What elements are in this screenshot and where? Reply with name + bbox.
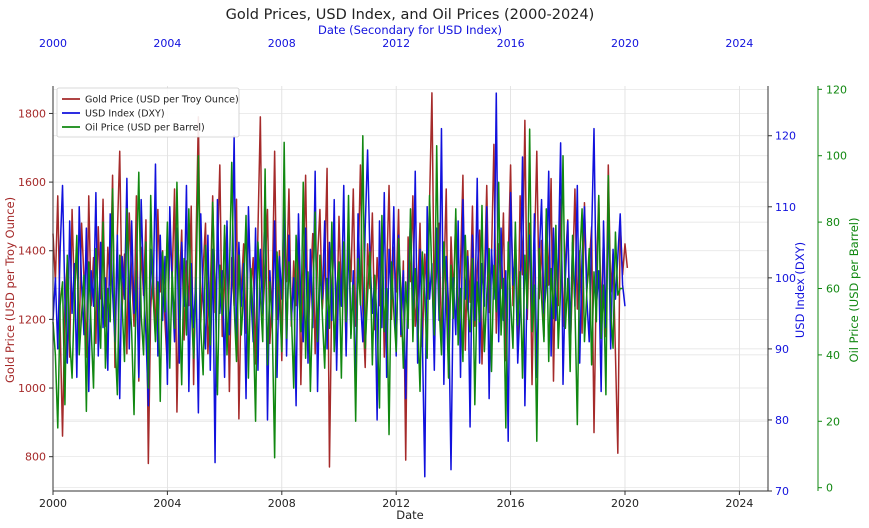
x2-tick-label-2016: 2016 <box>497 37 525 50</box>
usd-tick-label-80: 80 <box>775 414 789 427</box>
oil-tick-label-0: 0 <box>826 482 833 495</box>
usd-tick-label-90: 90 <box>775 343 789 356</box>
gold-tick-label-1000: 1000 <box>18 382 46 395</box>
chart-title: Gold Prices, USD Index, and Oil Prices (… <box>226 7 595 23</box>
usd-tick-label-110: 110 <box>775 201 796 214</box>
legend-label-oil: Oil Price (USD per Barrel) <box>85 123 205 134</box>
gold-tick-label-1800: 1800 <box>18 107 46 120</box>
x-tick-label-2024: 2024 <box>725 497 753 510</box>
legend: Gold Price (USD per Troy Ounce) USD Inde… <box>56 87 240 138</box>
oil-tick-label-120: 120 <box>826 83 847 96</box>
x-tick-label-2000: 2000 <box>39 497 67 510</box>
legend-label-usd: USD Index (DXY) <box>85 109 165 120</box>
gold-tick-label-800: 800 <box>25 451 46 464</box>
usd-tick-label-70: 70 <box>775 485 789 498</box>
oil-tick-label-100: 100 <box>826 150 847 163</box>
series-layer <box>52 92 629 478</box>
series-line-oil <box>52 128 623 459</box>
gold-tick-label-1200: 1200 <box>18 313 46 326</box>
gold-tick-label-1400: 1400 <box>18 245 46 258</box>
x2-tick-label-2020: 2020 <box>611 37 639 50</box>
oil-tick-label-60: 60 <box>826 283 840 296</box>
gold-tick-label-1600: 1600 <box>18 176 46 189</box>
x2-tick-label-2024: 2024 <box>725 37 753 50</box>
usd-tick-label-100: 100 <box>775 272 796 285</box>
x-axis-title: Date <box>396 508 424 522</box>
oil-axis-title: Oil Price (USD per Barrel) <box>847 218 861 363</box>
x-tick-label-2004: 2004 <box>153 497 181 510</box>
legend-label-gold: Gold Price (USD per Troy Ounce) <box>85 95 239 106</box>
gold-axis-title: Gold Price (USD per Troy Ounce) <box>3 197 17 383</box>
x2-tick-label-2012: 2012 <box>382 37 410 50</box>
usd-tick-label-120: 120 <box>775 130 796 143</box>
x-tick-label-2020: 2020 <box>611 497 639 510</box>
x2-tick-label-2004: 2004 <box>153 37 181 50</box>
x-tick-label-2008: 2008 <box>268 497 296 510</box>
x-tick-label-2012: 2012 <box>382 497 410 510</box>
secondary-x-axis-title: Date (Secondary for USD Index) <box>318 23 502 37</box>
oil-tick-label-80: 80 <box>826 216 840 229</box>
legend-box <box>56 87 240 138</box>
x2-tick-label-2000: 2000 <box>39 37 67 50</box>
oil-tick-label-20: 20 <box>826 415 840 428</box>
oil-tick-label-40: 40 <box>826 349 840 362</box>
x2-tick-label-2008: 2008 <box>268 37 296 50</box>
axes-layer: 2000200020042004200820082012201220162016… <box>18 37 847 510</box>
usd-axis-title: USD Index (DXY) <box>793 242 807 338</box>
series-line-gold <box>52 92 629 468</box>
x-tick-label-2016: 2016 <box>497 497 525 510</box>
